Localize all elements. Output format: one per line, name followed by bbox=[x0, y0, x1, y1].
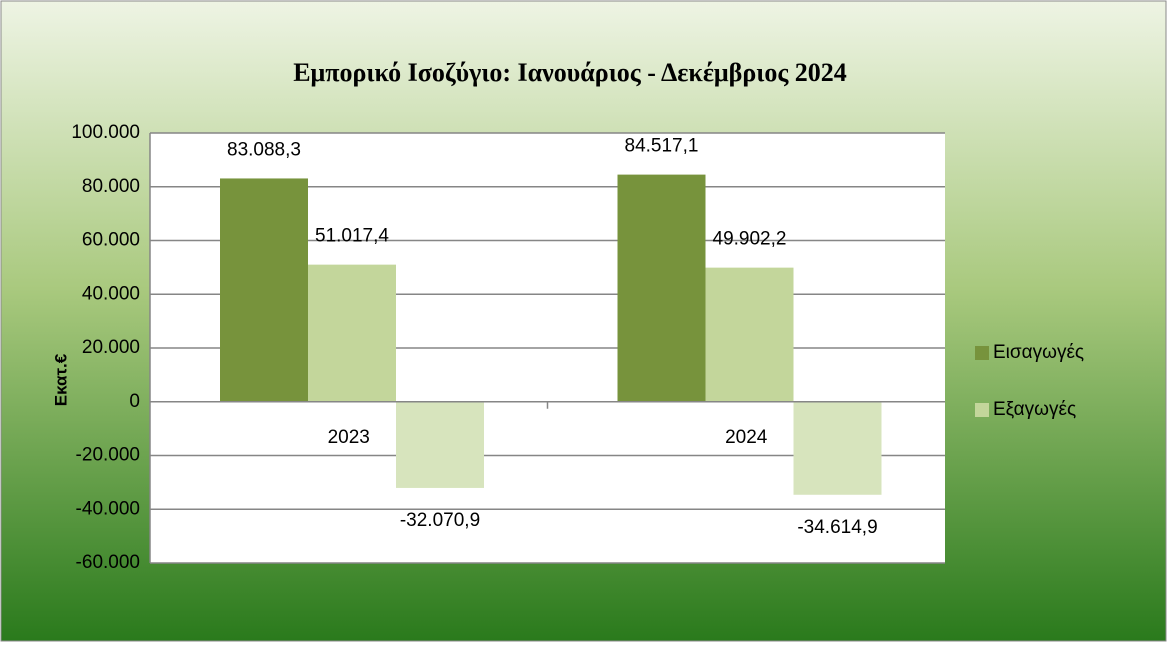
chart-title: Εμπορικό Ισοζύγιο: Ιανουάριος - Δεκέμβρι… bbox=[293, 58, 847, 87]
data-label: -34.614,9 bbox=[797, 517, 877, 538]
x-tick-label: 2023 bbox=[328, 427, 370, 448]
data-label: 49.902,2 bbox=[713, 229, 787, 250]
bar bbox=[705, 267, 794, 402]
y-tick-label: -40.000 bbox=[76, 498, 140, 519]
x-tick-label: 2024 bbox=[725, 427, 768, 448]
legend-swatch bbox=[975, 403, 989, 417]
data-label: 83.088,3 bbox=[227, 139, 301, 160]
bar bbox=[396, 401, 484, 488]
y-tick-label: 60.000 bbox=[82, 230, 140, 251]
bar bbox=[220, 178, 308, 402]
y-tick-label: 80.000 bbox=[82, 176, 140, 197]
data-label: -32.070,9 bbox=[400, 510, 480, 531]
y-tick-label: -20.000 bbox=[76, 445, 140, 466]
y-tick-label: 100.000 bbox=[71, 122, 140, 143]
y-tick-label: -60.000 bbox=[76, 552, 140, 573]
legend-swatch bbox=[975, 346, 989, 360]
legend-label: Εισαγωγές bbox=[993, 342, 1084, 363]
legend-label: Εξαγωγές bbox=[993, 399, 1076, 420]
bar bbox=[793, 401, 882, 495]
y-tick-label: 0 bbox=[129, 391, 140, 412]
y-tick-label: 20.000 bbox=[82, 337, 140, 358]
y-tick-label: 40.000 bbox=[82, 283, 140, 304]
data-label: 84.517,1 bbox=[625, 136, 699, 157]
data-label: 51.017,4 bbox=[315, 226, 389, 247]
bar bbox=[617, 174, 706, 402]
bar bbox=[308, 264, 396, 402]
y-axis-label: Εκατ.€ bbox=[51, 353, 70, 406]
